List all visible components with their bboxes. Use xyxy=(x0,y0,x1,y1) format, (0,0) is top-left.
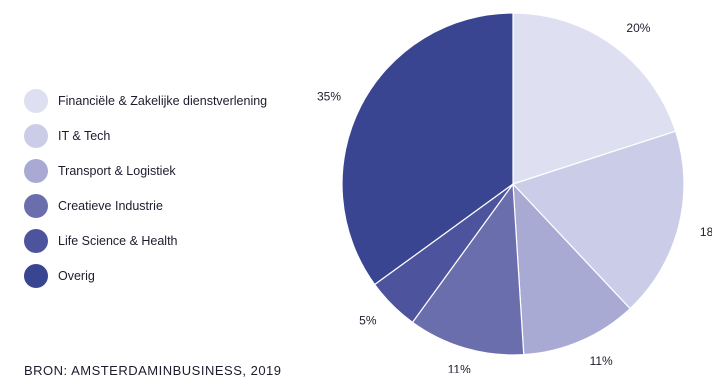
legend-item: Financiële & Zakelijke dienstverlening xyxy=(24,83,267,118)
legend-swatch xyxy=(24,88,48,113)
slice-label: 35% xyxy=(317,89,341,103)
legend-item: IT & Tech xyxy=(24,118,267,153)
legend-label: Creatieve Industrie xyxy=(58,198,163,213)
source-note: BRON: AMSTERDAMINBUSINESS, 2019 xyxy=(24,363,282,378)
slice-label: 18% xyxy=(700,225,712,239)
legend-swatch xyxy=(24,228,48,253)
pie-slice-1 xyxy=(512,12,677,185)
legend-swatch xyxy=(24,123,48,148)
slice-label: 20% xyxy=(626,21,650,35)
pie-slice-3 xyxy=(512,182,631,356)
pie-slice-2 xyxy=(511,130,685,310)
chart-legend: Financiële & Zakelijke dienstverlening IT… xyxy=(24,83,267,293)
pie-slice-4 xyxy=(411,182,525,356)
legend-item: Life Science & Health xyxy=(24,223,267,258)
legend-item: Overig xyxy=(24,258,267,293)
legend-label: Financiële & Zakelijke dienstverlening xyxy=(58,93,268,108)
legend-swatch xyxy=(24,158,48,183)
legend-label: IT & Tech xyxy=(58,128,111,143)
legend-swatch xyxy=(24,193,48,218)
legend-label: Overig xyxy=(58,268,95,283)
pie-slice-6 xyxy=(341,12,514,286)
legend-label: Life Science & Health xyxy=(58,233,178,248)
legend-item: Transport & Logistiek xyxy=(24,153,267,188)
slice-label: 5% xyxy=(359,314,377,328)
slice-label: 11% xyxy=(590,354,613,368)
legend-item: Creatieve Industrie xyxy=(24,188,267,223)
legend-label: Transport & Logistiek xyxy=(58,163,176,178)
legend-swatch xyxy=(24,263,48,288)
slice-label: 11% xyxy=(448,362,471,373)
